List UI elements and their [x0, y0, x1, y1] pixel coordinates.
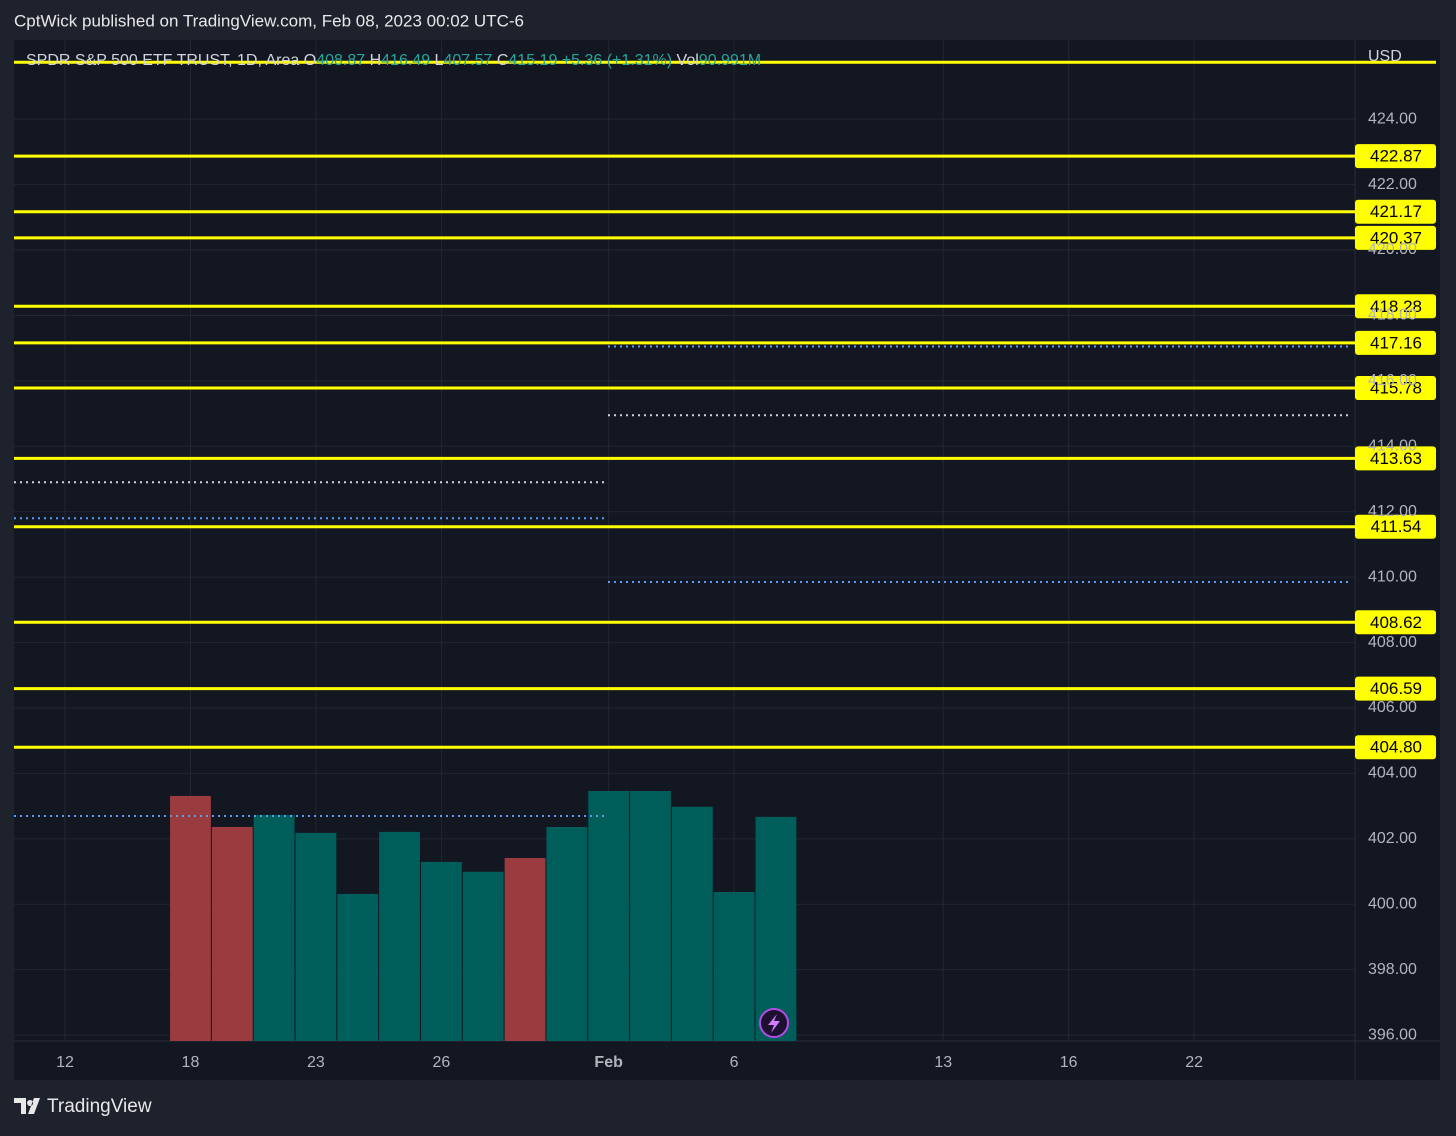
legend-symbol: SPDR S&P 500 ETF TRUST, 1D, Area: [26, 52, 299, 69]
axis-labels: 396.00 398.00 400.00 402.00 404.00 406.00 408.…: [56, 110, 1417, 1071]
price-label: 421.17: [1370, 202, 1422, 221]
x-tick-label: 22: [1185, 1054, 1203, 1071]
price-label-box: [1355, 330, 1436, 355]
price-label-box: [1355, 294, 1436, 319]
price-label-box: [1355, 676, 1436, 701]
y-tick-label: 402.00: [1368, 830, 1417, 847]
x-tick-label: 26: [432, 1054, 450, 1071]
volume-bar: [755, 816, 797, 1041]
legend-value: 416.49: [381, 52, 430, 69]
volume-bar: [588, 791, 630, 1041]
time-axis: [14, 1041, 1355, 1080]
legend-change: +5.36 (+1.31%): [562, 52, 672, 69]
logo-mark: [14, 1098, 40, 1114]
legend-value: 408.87: [316, 52, 365, 69]
legend-key: H: [370, 52, 382, 69]
price-label-box: [1355, 514, 1436, 539]
volume-bar: [671, 806, 713, 1041]
price-label-box: [1355, 735, 1436, 760]
price-label: 408.62: [1370, 613, 1422, 632]
volume-bar: [379, 831, 420, 1041]
volume-bar: [713, 891, 755, 1041]
legend-key: L: [435, 52, 444, 69]
x-tick-label: 13: [934, 1054, 952, 1071]
price-label: 422.87: [1370, 147, 1422, 166]
legend-value: 90.991M: [699, 52, 761, 69]
volume-bar: [170, 795, 211, 1041]
publish-info: CptWick published on TradingView.com, Fe…: [14, 11, 524, 30]
legend-value: 407.57: [443, 52, 492, 69]
y-tick-label: 398.00: [1368, 961, 1417, 978]
volume-bar: [295, 832, 337, 1041]
y-tick-label: 416.00: [1368, 372, 1417, 389]
volume-bar: [546, 826, 588, 1041]
y-tick-label: 420.00: [1368, 241, 1417, 258]
y-tick-label: 396.00: [1368, 1026, 1417, 1043]
lightning-glyph: [768, 1014, 780, 1033]
x-tick-label: 23: [307, 1054, 325, 1071]
brand: TradingView: [47, 1096, 152, 1117]
x-tick-label: 18: [182, 1054, 200, 1071]
price-label: 415.78: [1370, 379, 1422, 398]
y-tick-label: 412.00: [1368, 503, 1417, 520]
y-tick-label: 400.00: [1368, 895, 1417, 912]
price-label: 417.16: [1370, 333, 1422, 352]
price-label: 420.37: [1370, 228, 1422, 247]
y-tick-label: 418.00: [1368, 307, 1417, 324]
y-tick-label: 414.00: [1368, 438, 1417, 455]
volume-bar: [337, 893, 379, 1041]
y-tick-label: 424.00: [1368, 110, 1417, 127]
price-label: 411.54: [1371, 517, 1422, 536]
price-label-box: [1355, 610, 1436, 635]
legend-key: O: [304, 52, 316, 69]
price-label-box: [1355, 225, 1436, 250]
currency: USD: [1368, 48, 1402, 65]
y-tick-label: 410.00: [1368, 568, 1417, 585]
legend-text: SPDR S&P 500 ETF TRUST, 1D, Area O408.87…: [26, 52, 761, 69]
volume-bar: [253, 814, 295, 1041]
legend-key: Vol: [677, 52, 699, 69]
price-label: 418.28: [1370, 297, 1422, 316]
volume-bar: [211, 826, 253, 1041]
price-label: 404.80: [1370, 738, 1422, 757]
price-label: 406.59: [1370, 679, 1422, 698]
x-tick-label: 6: [730, 1054, 739, 1071]
y-tick-label: 422.00: [1368, 176, 1417, 193]
volume-bar: [462, 871, 504, 1041]
price-label-box: [1355, 144, 1436, 169]
price-label-box: [1355, 199, 1436, 224]
legend: SPDR S&P 500 ETF TRUST, 1D, Area O408.87…: [26, 52, 761, 69]
x-tick-label: 12: [56, 1054, 74, 1071]
price-axis: [1355, 40, 1440, 1080]
legend-value: 415.19: [508, 52, 557, 69]
legend-key: C: [497, 52, 509, 69]
volume-bars: [170, 791, 797, 1041]
y-tick-label: 408.00: [1368, 634, 1417, 651]
price-label-box: [1355, 446, 1436, 471]
price-lines: 422.87 421.17 420.37 418.28 417.16 415.78 413.…: [14, 60, 1436, 817]
volume-bar: [504, 857, 546, 1041]
volume-bar: [630, 791, 671, 1041]
y-tick-label: 404.00: [1368, 765, 1417, 782]
x-tick-label: Feb: [594, 1054, 623, 1071]
x-tick-label: 16: [1060, 1054, 1078, 1071]
volume-bar: [420, 861, 462, 1041]
price-label-box: [1355, 376, 1436, 401]
price-label: 413.63: [1370, 449, 1422, 468]
y-tick-label: 406.00: [1368, 699, 1417, 716]
